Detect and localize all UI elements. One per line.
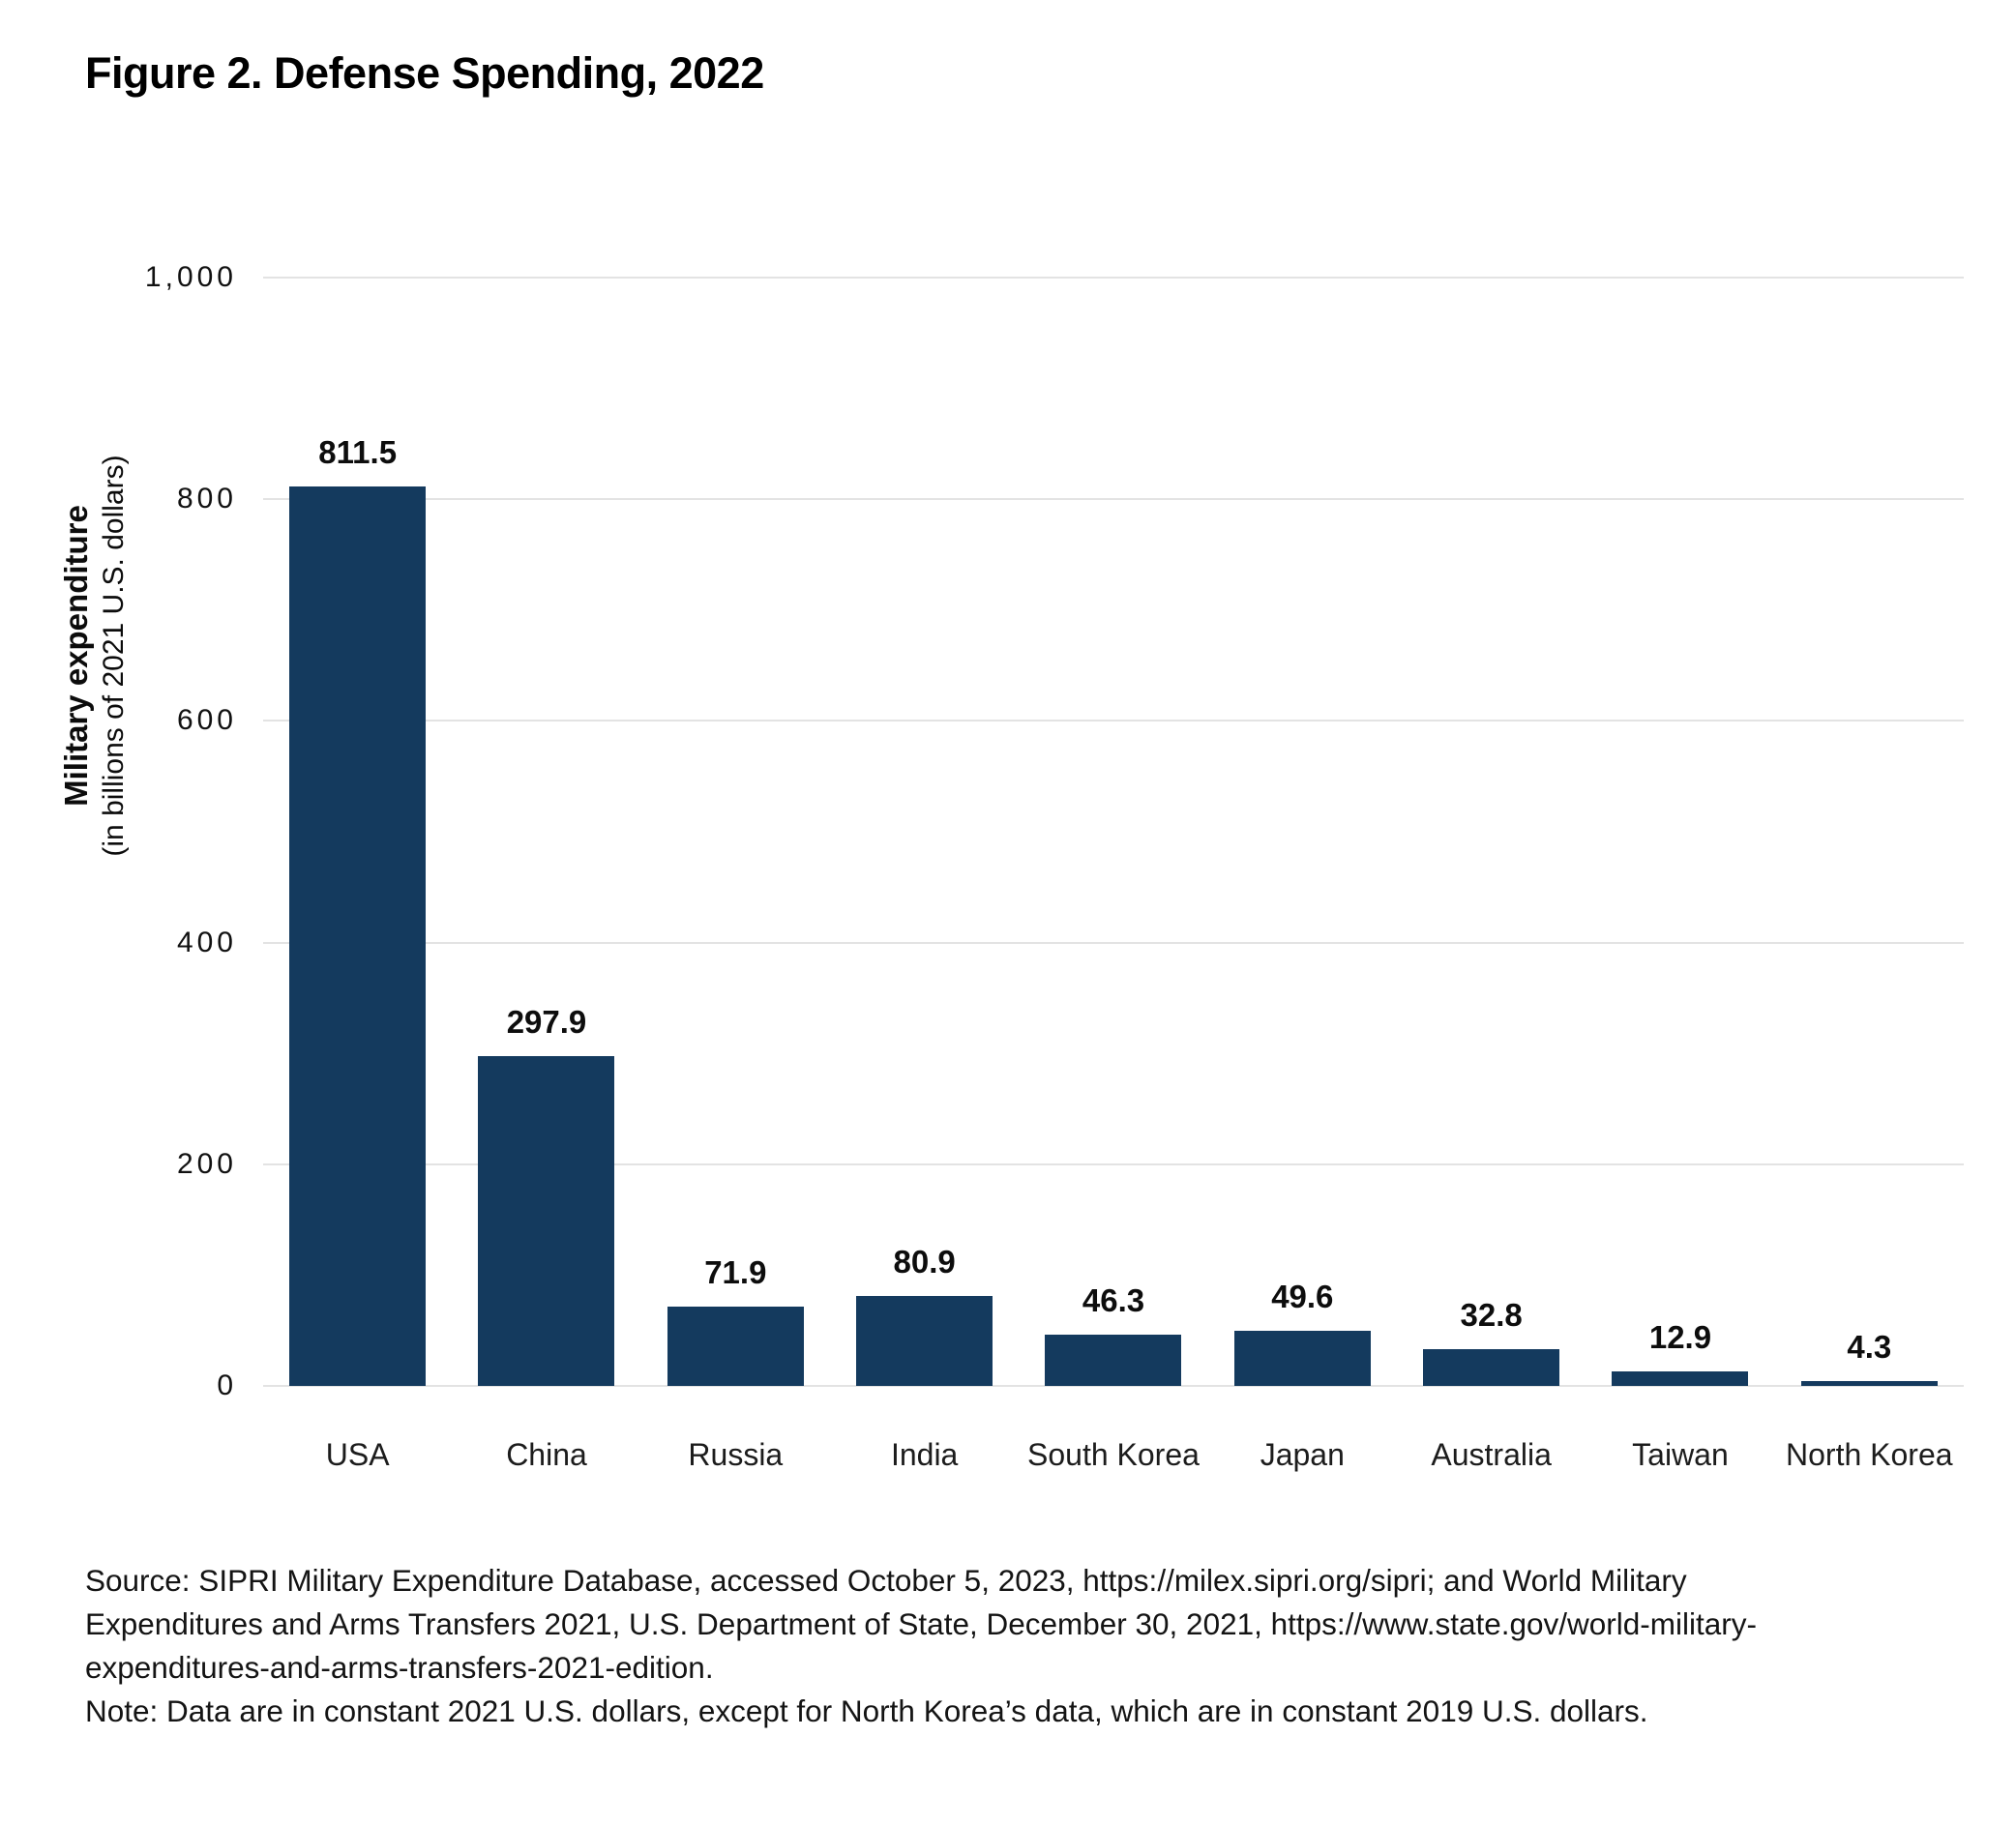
bar-value-label: 297.9 [506,1003,587,1040]
gridline [263,277,1964,279]
x-axis-labels: USA China Russia India South Korea Japan Austr… [263,1437,1964,1473]
bars: 811.5 297.9 71.9 80.9 46.3 49.6 32.8 12.9 4.3 [263,278,1964,1386]
bar [289,486,427,1386]
bar-value-label: 71.9 [704,1253,767,1290]
gridline [263,1385,1964,1387]
bar [667,1306,804,1386]
x-axis-label: China [506,1437,587,1472]
bar-group-china: 297.9 [452,278,640,1386]
x-axis-label: Japan [1260,1437,1345,1472]
source-note: Source: SIPRI Military Expenditure Datab… [85,1559,1757,1733]
x-axis-label: Russia [688,1437,784,1472]
source-note-line: expenditures-and-arms-transfers-2021-edi… [85,1650,714,1685]
y-tick-labels: 1,000 800 600 400 200 0 [0,261,237,1401]
source-note-line: Source: SIPRI Military Expenditure Datab… [85,1563,1687,1598]
y-tick-label: 600 [176,704,237,737]
bar-value-label: 811.5 [318,434,398,471]
gridline [263,720,1964,722]
y-tick-label: 800 [176,483,237,515]
y-tick-label: 400 [176,926,237,958]
bar-group-japan: 49.6 [1208,278,1397,1386]
bar [1233,1331,1371,1386]
x-axis-label: Taiwan [1632,1437,1729,1472]
bar-group-north-korea: 4.3 [1775,278,1964,1386]
bar-group-russia: 71.9 [641,278,830,1386]
x-axis-label: South Korea [1027,1437,1200,1472]
bar-value-label: 46.3 [1082,1281,1145,1318]
bar [1800,1381,1938,1386]
x-axis-label: North Korea [1786,1437,1953,1472]
bar-group-taiwan: 12.9 [1586,278,1774,1386]
bar [856,1296,993,1386]
y-tick-label: 200 [176,1147,237,1180]
y-tick-label: 0 [217,1369,237,1401]
bar-value-label: 12.9 [1648,1319,1712,1356]
bar [478,1055,615,1386]
gridline [263,498,1964,501]
bar-value-label: 49.6 [1271,1279,1334,1315]
x-axis-label: Australia [1431,1437,1552,1472]
bar [1045,1334,1182,1386]
bar-group-australia: 32.8 [1397,278,1586,1386]
bar-value-label: 80.9 [893,1244,956,1280]
plot-area: 811.5 297.9 71.9 80.9 46.3 49.6 32.8 12.9 4.3 [263,277,1964,1387]
figure-title: Figure 2. Defense Spending, 2022 [85,48,764,98]
gridline [263,1163,1964,1165]
source-note-line: Note: Data are in constant 2021 U.S. dol… [85,1693,1648,1728]
y-tick-label: 1,000 [144,261,237,293]
bar [1423,1349,1560,1386]
source-note-line: Expenditures and Arms Transfers 2021, U.… [85,1606,1758,1641]
bar-group-usa: 811.5 [263,278,452,1386]
x-axis-label: India [890,1437,959,1472]
bar [1612,1371,1749,1386]
bar-value-label: 32.8 [1460,1297,1523,1334]
bar-group-india: 80.9 [830,278,1019,1386]
gridline [263,941,1964,944]
x-axis-label: USA [325,1437,390,1472]
bar-group-south-korea: 46.3 [1019,278,1207,1386]
bar-value-label: 4.3 [1847,1329,1892,1366]
